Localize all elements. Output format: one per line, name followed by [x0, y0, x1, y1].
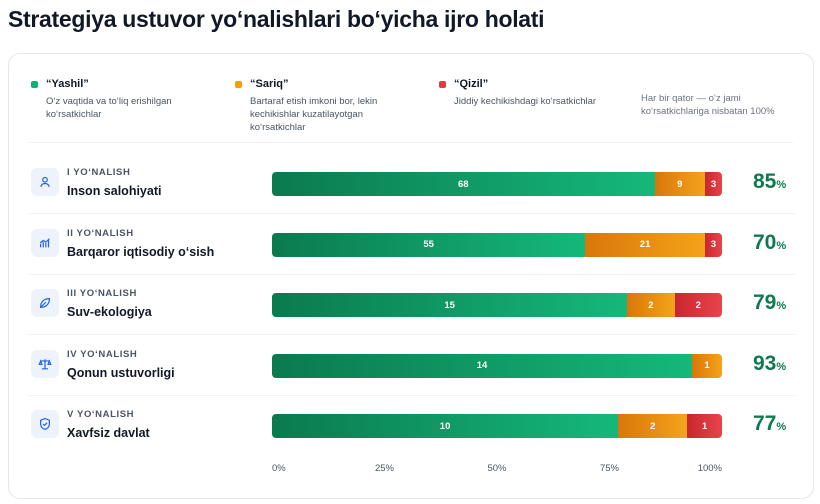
- percent-sign: %: [776, 421, 787, 433]
- percent-sign: %: [776, 179, 787, 191]
- row-separator: [29, 334, 795, 335]
- leaf-icon: [31, 289, 59, 317]
- bar-segment-orange: 21: [585, 232, 705, 257]
- category-label: Xavfsiz davlat: [67, 426, 150, 440]
- category-label: Inson salohiyati: [67, 184, 162, 198]
- legend-note: Har bir qator — o‘z jami ko‘rsatkichlari…: [641, 92, 801, 118]
- percent-label: 93%: [753, 352, 786, 376]
- bar-segment-green: 68: [272, 172, 655, 196]
- legend-desc: Bartaraf etish imkoni bor, lekin kechiki…: [235, 95, 377, 134]
- chart-row: IV YO‘NALISH Qonun ustuvorligi 14 1 93%: [29, 336, 795, 396]
- legend-desc-line: O‘z vaqtida va to‘liq erishilgan: [46, 96, 172, 107]
- legend-desc-line: ko‘rsatkichlar: [250, 122, 306, 133]
- percent-value: 79: [753, 291, 777, 314]
- percent-label: 77%: [753, 412, 786, 436]
- person-icon: [31, 168, 59, 196]
- x-tick-label: 50%: [487, 463, 507, 474]
- stacked-bar: 55 21 3: [272, 232, 722, 257]
- percent-value: 70: [753, 230, 777, 254]
- percent-value: 93: [753, 351, 777, 375]
- stacked-bar: 15 2 2: [272, 293, 722, 317]
- stacked-bar: 10 2 1: [272, 414, 722, 438]
- chart-row: V YO‘NALISH Xavfsiz davlat 10 2 1 77%: [29, 396, 795, 456]
- chart-row: I YO‘NALISH Inson salohiyati 68 9 3 85%: [29, 154, 795, 214]
- bar-segment-orange: 2: [627, 293, 675, 317]
- legend-desc: Jiddiy kechikishdagi ko‘rsatkichlar: [439, 95, 596, 108]
- row-kicker: II YO‘NALISH: [67, 227, 134, 239]
- legend-title: “Yashil”: [46, 78, 89, 90]
- chart-card: “Yashil” O‘z vaqtida va to‘liq erishilga…: [8, 53, 814, 499]
- bar-segment-red: 1: [687, 414, 722, 438]
- legend-desc-line: kechikishlar kuzatilayotgan: [250, 109, 364, 120]
- chart-row: III YO‘NALISH Suv-ekologiya 15 2 2 79%: [29, 275, 795, 335]
- legend-swatch-red: [439, 80, 446, 88]
- legend-title: “Sariq”: [250, 78, 289, 90]
- row-separator: [29, 394, 795, 396]
- bar-segment-orange: 1: [692, 353, 722, 378]
- category-label: Qonun ustuvorligi: [67, 365, 175, 380]
- divider: [29, 142, 793, 143]
- bar-segment-red: 3: [705, 172, 722, 196]
- legend-desc-line: Jiddiy kechikishdagi ko‘rsatkichlar: [454, 96, 597, 107]
- stacked-bar: 68 9 3: [272, 172, 722, 196]
- bar-segment-red: 2: [674, 293, 722, 317]
- legend-desc-line: Bartaraf etish imkoni bor, lekin: [250, 96, 378, 107]
- percent-sign: %: [776, 360, 787, 373]
- bar-segment-green: 55: [272, 232, 586, 257]
- bar-segment-green: 14: [272, 353, 692, 378]
- row-separator: [29, 273, 795, 275]
- x-axis: 0% 25% 50% 75% 100%: [272, 463, 722, 477]
- x-tick-label: 25%: [374, 463, 395, 474]
- x-tick-label: 100%: [697, 463, 722, 474]
- bar-segment-red: 3: [704, 232, 722, 257]
- x-tick-label: 0%: [272, 463, 286, 474]
- percent-value: 77: [753, 412, 777, 435]
- bar-segment-orange: 2: [618, 414, 688, 438]
- row-kicker: V YO‘NALISH: [67, 409, 135, 420]
- stacked-bar: 14 1: [272, 353, 722, 378]
- percent-sign: %: [776, 300, 787, 312]
- row-kicker: IV YO‘NALISH: [67, 348, 138, 360]
- legend-note-line: Har bir qator — o‘z jami: [641, 93, 741, 104]
- legend-title: “Qizil”: [454, 78, 489, 90]
- chart-row: II YO‘NALISH Barqaror iqtisodiy o‘sish 55 2…: [29, 215, 795, 275]
- scales-icon: [31, 349, 59, 378]
- legend-swatch-green: [31, 80, 38, 88]
- bar-segment-green: 15: [272, 293, 628, 317]
- legend-swatch-yellow: [235, 80, 242, 88]
- row-separator: [29, 213, 795, 214]
- legend-item-yellow: “Sariq” Bartaraf etish imkoni bor, lekin…: [235, 78, 377, 134]
- row-kicker: I YO‘NALISH: [67, 167, 131, 178]
- legend-item-green: “Yashil” O‘z vaqtida va to‘liq erishilga…: [31, 78, 172, 121]
- percent-label: 85%: [753, 170, 786, 194]
- bar-segment-green: 10: [272, 414, 619, 438]
- growth-chart-icon: [31, 228, 59, 257]
- legend-desc: O‘z vaqtida va to‘liq erishilgan ko‘rsat…: [31, 95, 172, 121]
- legend-desc-line: ko‘rsatkichlar: [46, 109, 102, 120]
- page-title: Strategiya ustuvor yo‘nalishlari bo‘yich…: [8, 6, 545, 32]
- row-kicker: III YO‘NALISH: [67, 288, 137, 299]
- bar-segment-orange: 9: [654, 172, 706, 196]
- category-label: Barqaror iqtisodiy o‘sish: [67, 244, 215, 259]
- percent-value: 85: [753, 170, 777, 193]
- shield-icon: [31, 410, 59, 438]
- percent-label: 79%: [753, 291, 786, 315]
- legend-note-line: ko‘rsatkichlariga nisbatan 100%: [641, 106, 775, 117]
- percent-label: 70%: [753, 231, 786, 255]
- legend-item-red: “Qizil” Jiddiy kechikishdagi ko‘rsatkich…: [439, 78, 596, 108]
- category-label: Suv-ekologiya: [67, 305, 152, 319]
- x-tick-label: 75%: [599, 463, 620, 474]
- percent-sign: %: [776, 239, 787, 252]
